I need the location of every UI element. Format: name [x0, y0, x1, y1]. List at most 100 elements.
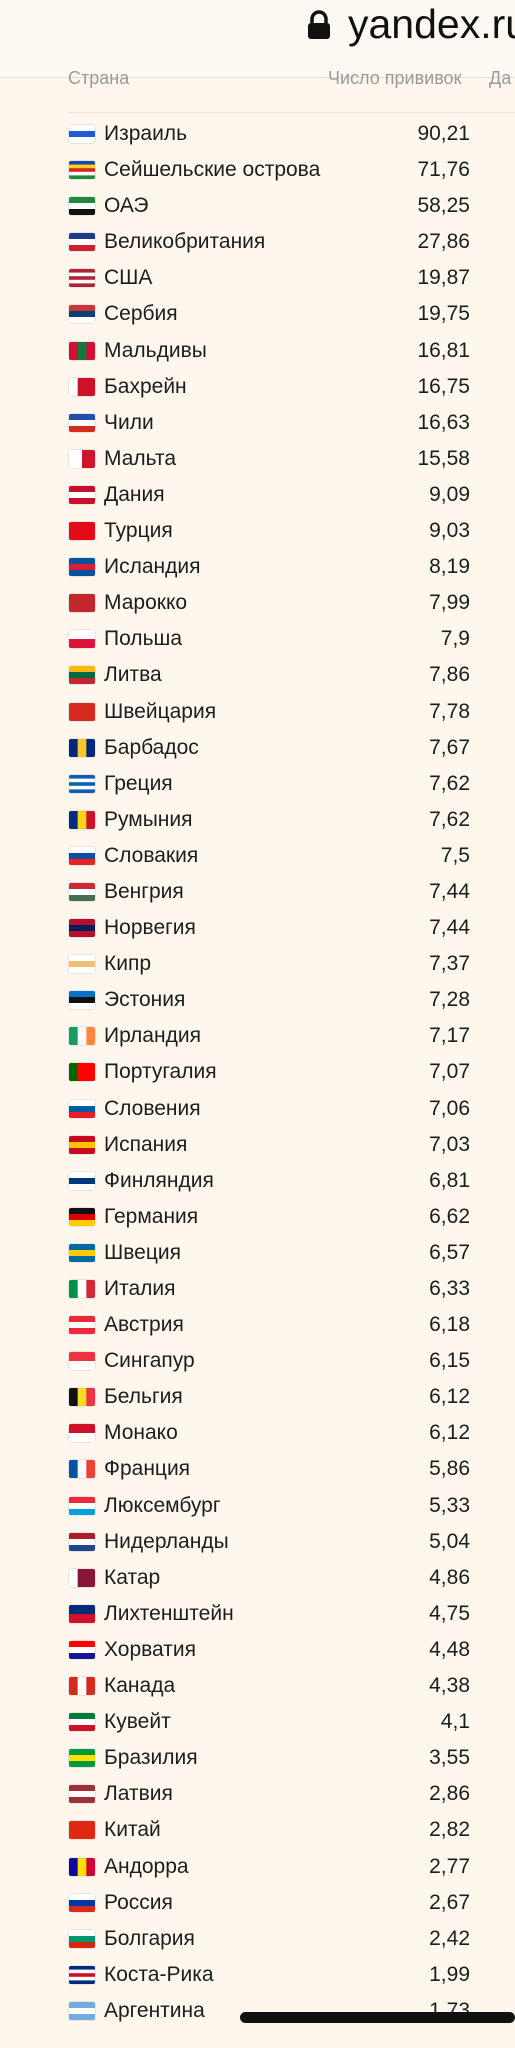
table-row[interactable]: Ирландия 7,17 — [0, 1018, 515, 1054]
table-row[interactable]: Польша 7,9 — [0, 621, 515, 657]
country-name: Канада — [104, 1674, 176, 1698]
vaccination-table: Израиль 90,21 Сейшельские острова 71,76 ОАЭ 5… — [0, 116, 515, 2029]
country-name: Лихтенштейн — [104, 1601, 234, 1625]
country-name: Аргентина — [104, 1998, 205, 2022]
column-header-vaccinations[interactable]: Число прививок — [328, 68, 462, 88]
table-row[interactable]: Канада 4,38 — [0, 1668, 515, 1704]
country-name: Бельгия — [104, 1385, 183, 1409]
flag-icon — [69, 1207, 95, 1226]
table-row[interactable]: Греция 7,62 — [0, 766, 515, 802]
vaccination-value: 6,57 — [429, 1240, 470, 1264]
flag-icon — [69, 1496, 95, 1515]
vaccination-value: 4,75 — [429, 1601, 470, 1625]
flag-icon — [69, 125, 95, 143]
table-row[interactable]: Австрия 6,18 — [0, 1307, 515, 1343]
table-row[interactable]: Швейцария 7,78 — [0, 694, 515, 730]
table-row[interactable]: Бельгия 6,12 — [0, 1379, 515, 1415]
table-row[interactable]: Чили 16,63 — [0, 405, 515, 441]
table-row[interactable]: Латвия 2,86 — [0, 1776, 515, 1812]
country-name: Монако — [104, 1421, 178, 1445]
table-row[interactable]: Люксембург 5,33 — [0, 1488, 515, 1524]
country-name: Марокко — [104, 591, 188, 615]
column-header-country[interactable]: Страна — [68, 68, 130, 88]
browser-address-bar[interactable]: yandex.ru — [0, 0, 515, 78]
table-row[interactable]: Финляндия 6,81 — [0, 1163, 515, 1199]
flag-icon — [69, 1965, 95, 1984]
flag-icon — [69, 1568, 95, 1587]
vaccination-value: 6,12 — [429, 1421, 470, 1445]
column-header-date[interactable]: Да — [489, 68, 512, 88]
table-row[interactable]: Турция 9,03 — [0, 513, 515, 549]
table-row[interactable]: Болгария 2,42 — [0, 1921, 515, 1957]
table-row[interactable]: Венгрия 7,44 — [0, 874, 515, 910]
table-row[interactable]: Сингапур 6,15 — [0, 1343, 515, 1379]
url-domain[interactable]: yandex.ru — [348, 1, 515, 47]
table-row[interactable]: Норвегия 7,44 — [0, 910, 515, 946]
table-row[interactable]: США 19,87 — [0, 260, 515, 296]
vaccination-value: 7,62 — [429, 807, 470, 831]
vaccination-value: 7,03 — [429, 1132, 470, 1156]
flag-icon — [69, 1388, 95, 1407]
vaccination-value: 6,81 — [429, 1168, 470, 1192]
flag-icon — [69, 774, 95, 793]
table-row[interactable]: Лихтенштейн 4,75 — [0, 1596, 515, 1632]
home-indicator[interactable] — [240, 2012, 515, 2023]
vaccination-value: 8,19 — [429, 555, 470, 579]
table-row[interactable]: Германия 6,62 — [0, 1199, 515, 1235]
table-row[interactable]: Мальта 15,58 — [0, 441, 515, 477]
table-row[interactable]: Катар 4,86 — [0, 1560, 515, 1596]
country-name: Катар — [104, 1565, 161, 1589]
flag-icon — [69, 738, 95, 757]
table-row[interactable]: Сейшельские острова 71,76 — [0, 152, 515, 188]
vaccination-value: 7,9 — [440, 627, 470, 651]
table-row[interactable]: Кувейт 4,1 — [0, 1704, 515, 1740]
table-row[interactable]: Исландия 8,19 — [0, 549, 515, 585]
vaccination-value: 6,18 — [429, 1313, 470, 1337]
table-row[interactable]: Монако 6,12 — [0, 1415, 515, 1451]
table-row[interactable]: Андорра 2,77 — [0, 1849, 515, 1885]
table-row[interactable]: Румыния 7,62 — [0, 802, 515, 838]
table-row[interactable]: Португалия 7,07 — [0, 1054, 515, 1090]
flag-icon — [69, 919, 95, 938]
table-row[interactable]: Словения 7,06 — [0, 1091, 515, 1127]
table-row[interactable]: Дания 9,09 — [0, 477, 515, 513]
table-row[interactable]: Великобритания 27,86 — [0, 224, 515, 260]
table-row[interactable]: Мальдивы 16,81 — [0, 333, 515, 369]
country-name: Исландия — [104, 555, 201, 579]
flag-icon — [69, 1243, 95, 1262]
table-row[interactable]: Кипр 7,37 — [0, 946, 515, 982]
table-row[interactable]: Нидерланды 5,04 — [0, 1524, 515, 1560]
table-row[interactable]: Марокко 7,99 — [0, 585, 515, 621]
table-row[interactable]: Франция 5,86 — [0, 1451, 515, 1487]
table-row[interactable]: Литва 7,86 — [0, 657, 515, 693]
table-row[interactable]: Хорватия 4,48 — [0, 1632, 515, 1668]
flag-icon — [69, 1713, 95, 1732]
table-row[interactable]: Коста-Рика 1,99 — [0, 1957, 515, 1993]
country-name: Ирландия — [104, 1024, 201, 1048]
table-row[interactable]: Барбадос 7,67 — [0, 730, 515, 766]
table-row[interactable]: Бразилия 3,55 — [0, 1740, 515, 1776]
vaccination-value: 16,63 — [417, 410, 470, 434]
table-row[interactable]: Аргентина 1,73 — [0, 1993, 515, 2029]
vaccination-value: 4,38 — [429, 1674, 470, 1698]
table-row[interactable]: Россия 2,67 — [0, 1885, 515, 1921]
table-row[interactable]: ОАЭ 58,25 — [0, 188, 515, 224]
flag-icon — [69, 1316, 95, 1335]
table-row[interactable]: Сербия 19,75 — [0, 296, 515, 332]
country-name: Австрия — [104, 1313, 184, 1337]
header-divider — [68, 112, 515, 113]
vaccination-value: 7,62 — [429, 771, 470, 795]
table-row[interactable]: Эстония 7,28 — [0, 982, 515, 1018]
vaccination-value: 71,76 — [417, 158, 470, 182]
flag-icon — [69, 1604, 95, 1623]
table-row[interactable]: Италия 6,33 — [0, 1271, 515, 1307]
vaccination-value: 15,58 — [417, 446, 470, 470]
table-row[interactable]: Швеция 6,57 — [0, 1235, 515, 1271]
vaccination-value: 2,67 — [429, 1890, 470, 1914]
table-row[interactable]: Китай 2,82 — [0, 1812, 515, 1848]
table-row[interactable]: Словакия 7,5 — [0, 838, 515, 874]
table-row[interactable]: Израиль 90,21 — [0, 116, 515, 152]
flag-icon — [69, 305, 95, 324]
table-row[interactable]: Испания 7,03 — [0, 1127, 515, 1163]
table-row[interactable]: Бахрейн 16,75 — [0, 369, 515, 405]
